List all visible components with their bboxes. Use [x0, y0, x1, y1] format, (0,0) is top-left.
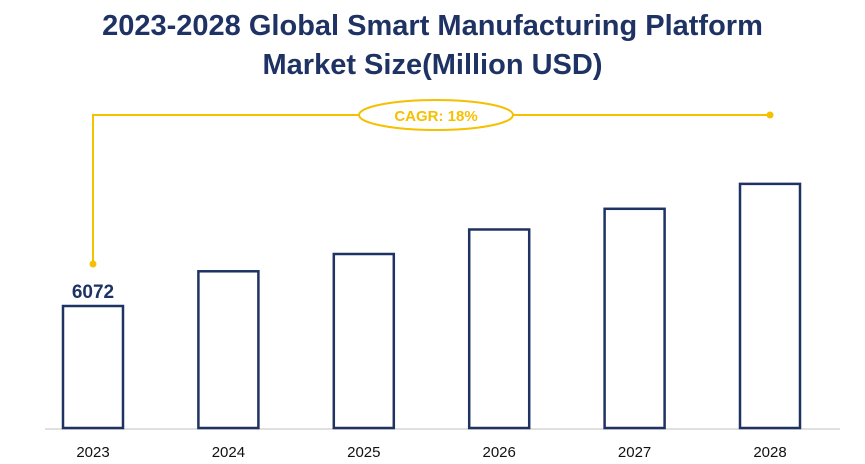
chart-title-line1: 2023-2028 Global Smart Manufacturing Pla… — [102, 10, 763, 42]
x-tick-label-2025: 2025 — [347, 444, 380, 461]
cagr-end-dot — [766, 111, 774, 119]
bar-2025 — [332, 252, 396, 430]
cagr-start-dot — [89, 260, 97, 268]
x-tick-label-2027: 2027 — [618, 444, 651, 461]
bar-2027 — [603, 207, 666, 430]
x-tick-label-2023: 2023 — [76, 444, 109, 461]
cagr-label: CAGR: 18% — [394, 108, 477, 125]
x-tick-label-2024: 2024 — [212, 444, 245, 461]
bar-2028 — [738, 182, 802, 430]
bar-2024 — [197, 270, 260, 430]
chart-title-line2: Market Size(Million USD) — [262, 49, 603, 81]
x-tick-label-2026: 2026 — [483, 444, 516, 461]
x-tick-label-2028: 2028 — [753, 444, 786, 461]
cagr-line — [92, 114, 770, 264]
cagr-ellipse — [358, 99, 514, 131]
data-label-2023: 6072 — [72, 282, 114, 303]
bar-2026 — [467, 228, 531, 430]
bar-2023 — [61, 304, 125, 430]
